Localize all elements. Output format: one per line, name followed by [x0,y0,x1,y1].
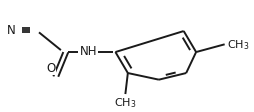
Text: O: O [46,61,56,74]
Text: CH$_3$: CH$_3$ [114,95,137,109]
Text: NH: NH [80,45,97,58]
Text: CH$_3$: CH$_3$ [227,38,250,52]
Text: N: N [7,24,15,37]
